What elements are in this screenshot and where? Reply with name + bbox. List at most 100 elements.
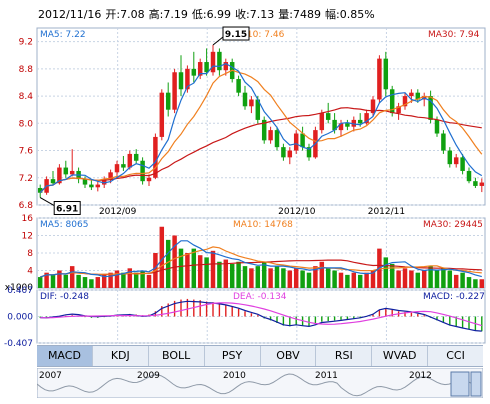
- change-value: 0.85%: [339, 8, 375, 21]
- candle-body: [364, 113, 369, 124]
- volume-bar: [223, 259, 229, 288]
- navigator-year-label: 2012: [409, 371, 432, 381]
- candle-body: [300, 133, 305, 148]
- tab-rsi[interactable]: RSI: [316, 346, 373, 366]
- volume-bar: [281, 268, 286, 288]
- volume-bar: [268, 268, 273, 288]
- tab-macd[interactable]: MACD: [37, 346, 93, 366]
- volume-bar: [274, 266, 280, 288]
- volume-bar: [76, 274, 81, 288]
- volume-bar: [159, 226, 165, 288]
- indicator-tabs: MACD KDJ BOLL PSY OBV RSI WVAD CCI: [37, 345, 483, 367]
- candle-body: [396, 106, 401, 114]
- candle-body: [466, 170, 472, 182]
- volume-bar: [434, 270, 440, 288]
- volume-bar: [229, 263, 235, 288]
- candle-body: [210, 51, 216, 73]
- navigator-window-handle[interactable]: [450, 371, 470, 397]
- volume-bar: [473, 279, 478, 288]
- price-tick-label: 6.8: [19, 201, 34, 211]
- tab-boll[interactable]: BOLL: [149, 346, 205, 366]
- tab-wvad[interactable]: WVAD: [372, 346, 429, 366]
- vol-ma30-legend: MA30: 29445: [423, 220, 483, 230]
- candle-body: [127, 153, 133, 168]
- volume-bar: [57, 270, 62, 288]
- volume-bar: [242, 266, 248, 288]
- price-tick-label: 7.6: [19, 147, 34, 157]
- volume-bar: [89, 279, 94, 288]
- navigator-line: [37, 373, 478, 397]
- candle-body: [50, 179, 56, 184]
- volume-bar: [402, 268, 408, 288]
- ma30-legend: MA30: 7.94: [428, 30, 480, 40]
- close-value: 7.13: [249, 8, 275, 21]
- volume-bar: [133, 272, 139, 288]
- volume-bar: [82, 277, 88, 288]
- volume-bar: [210, 250, 216, 288]
- volume-bar: [453, 274, 459, 288]
- candle-body: [82, 179, 88, 185]
- price-tick-label: 7.2: [19, 174, 33, 184]
- candle-body: [165, 92, 171, 110]
- vol-ma5-line: [40, 240, 482, 278]
- candle-body: [255, 99, 261, 120]
- high-value: 7.19: [163, 8, 188, 21]
- tab-cci[interactable]: CCI: [446, 349, 465, 362]
- volume-bar: [101, 274, 107, 288]
- volume-bar: [140, 270, 145, 288]
- quote-date: 2012/11/16: [38, 8, 102, 21]
- volume-label: 量:: [278, 8, 293, 21]
- price-tick-label: 8.8: [19, 65, 34, 75]
- candle-body: [447, 150, 453, 165]
- volume-bar: [466, 277, 472, 288]
- volume-bar: [332, 270, 337, 288]
- volume-bar: [255, 266, 261, 288]
- volume-bar: [351, 272, 357, 288]
- candle-body: [204, 62, 209, 73]
- candle-body: [95, 184, 101, 188]
- candle-body: [101, 179, 107, 185]
- high-annotation-box: [222, 26, 250, 41]
- candle-body: [89, 184, 94, 188]
- volume-bar: [319, 261, 325, 288]
- candle-body: [114, 164, 120, 173]
- candle-body: [242, 92, 248, 107]
- volume-bar: [300, 270, 305, 288]
- price-tick-label: 9.2: [19, 38, 33, 48]
- tab-psy[interactable]: PSY: [205, 346, 261, 366]
- candle-body: [57, 167, 62, 184]
- open-value: 7.08: [120, 8, 145, 21]
- volume-bar: [421, 270, 427, 288]
- volume-bar: [114, 270, 120, 288]
- time-navigator[interactable]: 2007 2009 2010 2011 2012: [37, 368, 483, 398]
- volume-bar: [313, 266, 318, 288]
- volume-bar: [63, 274, 69, 288]
- tab-kdj[interactable]: KDJ: [93, 346, 149, 366]
- volume-bar: [325, 268, 331, 288]
- navigator-year-label: 2009: [137, 371, 160, 381]
- open-label: 开:: [105, 8, 121, 21]
- candle-body: [389, 89, 395, 114]
- candle-body: [274, 130, 280, 148]
- volume-value: 7489: [293, 8, 321, 21]
- candle-body: [306, 147, 312, 158]
- low-value: 6.99: [206, 8, 232, 21]
- vol-ma10-line: [40, 246, 482, 278]
- volume-bar: [236, 261, 241, 288]
- candle-body: [357, 119, 363, 124]
- vol-ma5-legend: MA5: 8065: [40, 220, 88, 230]
- tab-obv[interactable]: OBV: [261, 346, 317, 366]
- volume-bar: [178, 248, 184, 288]
- volume-bar: [479, 279, 485, 288]
- candle-body: [293, 133, 299, 151]
- volume-bar: [146, 274, 152, 288]
- navigator-right-handle[interactable]: [470, 371, 482, 397]
- vol-ma10-legend: MA10: 14768: [233, 220, 293, 230]
- candle-body: [351, 119, 357, 127]
- candle-body: [159, 92, 165, 137]
- candle-body: [377, 58, 382, 100]
- low-label: 低:: [191, 8, 207, 21]
- high-annotation-label: 9.15: [225, 30, 247, 40]
- candle-body: [441, 133, 446, 151]
